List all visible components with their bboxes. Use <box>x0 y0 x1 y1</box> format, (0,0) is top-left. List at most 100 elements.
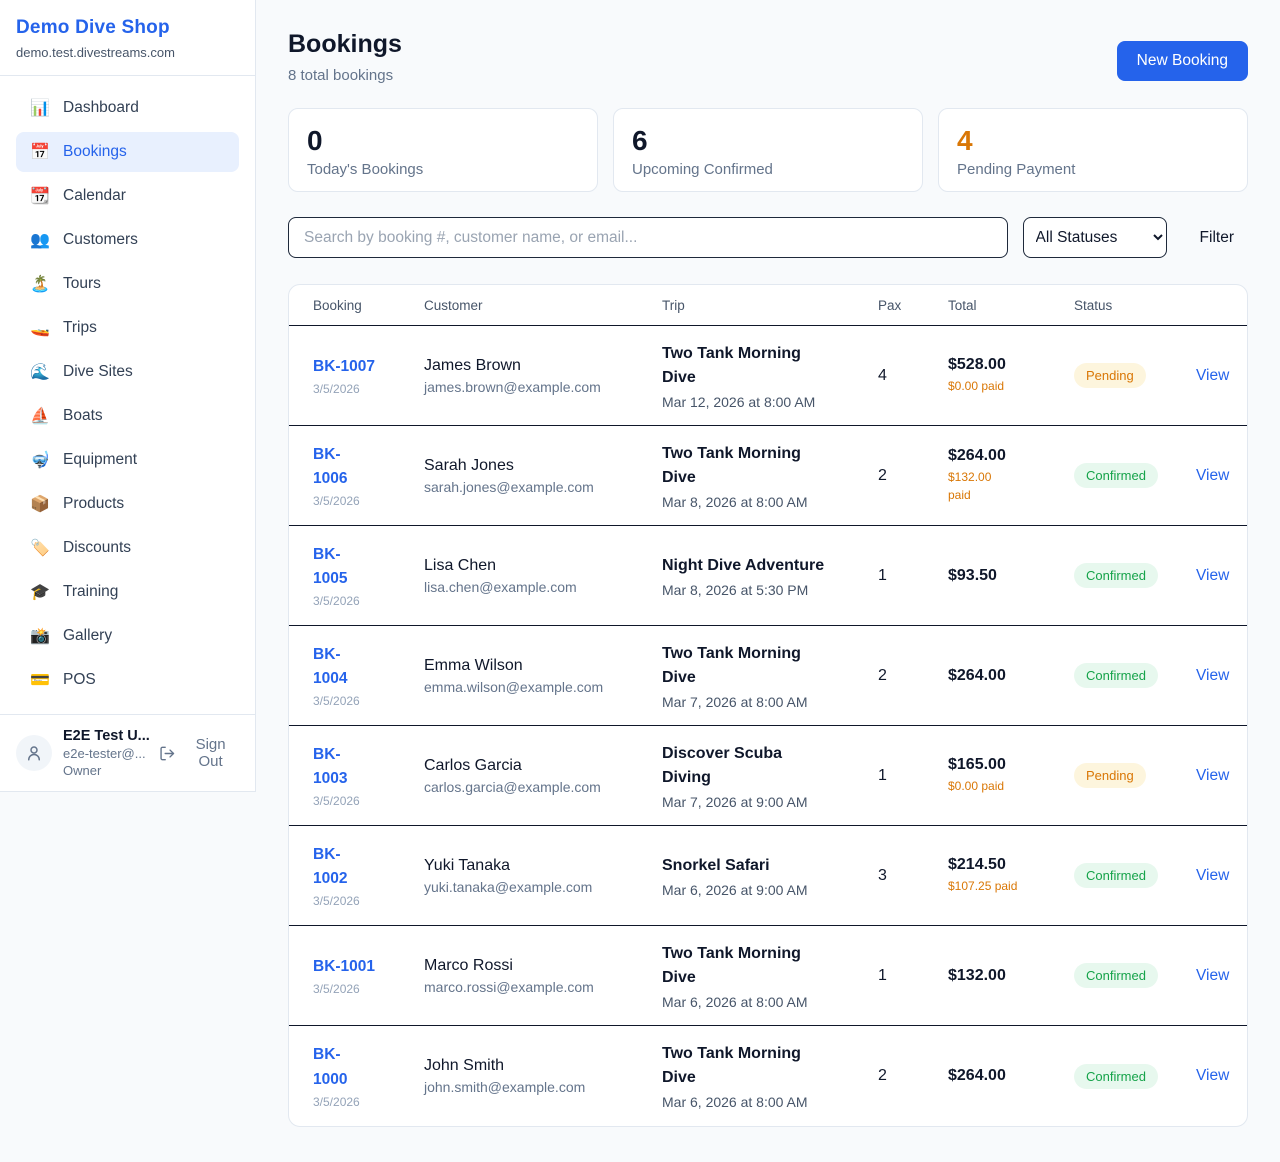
logout-icon <box>160 746 174 760</box>
sidebar-item-trips[interactable]: 🚤 Trips <box>16 308 239 348</box>
view-link[interactable]: View <box>1196 1067 1230 1084</box>
booking-id-link[interactable]: BK-1001 <box>313 957 376 975</box>
customer-cell: John Smith john.smith@example.com <box>400 1057 638 1095</box>
table-row: BK- 1002 3/5/2026 Yuki Tanaka yuki.tanak… <box>289 826 1247 926</box>
trip-cell: Night Dive Adventure Mar 8, 2026 at 5:30… <box>638 554 854 598</box>
status-cell: Pending <box>1050 763 1172 788</box>
stat-value: 0 <box>307 125 323 156</box>
status-badge: Confirmed <box>1074 963 1158 988</box>
trip-cell: Two Tank Morning Dive Mar 8, 2026 at 8:0… <box>638 442 854 510</box>
trips-icon: 🚤 <box>30 320 50 337</box>
table-header-row: Booking Customer Trip Pax Total Status <box>289 285 1247 326</box>
pos-icon: 💳 <box>30 672 50 689</box>
filter-button[interactable]: Filter <box>1199 228 1234 246</box>
column-header-status: Status <box>1074 297 1113 313</box>
sidebar-item-label: Bookings <box>63 143 127 160</box>
customer-email: sarah.jones@example.com <box>424 478 594 495</box>
booking-id-link[interactable]: BK- 1003 <box>313 745 348 787</box>
sidebar-item-boats[interactable]: ⛵ Boats <box>16 396 239 436</box>
view-link[interactable]: View <box>1196 366 1230 384</box>
search-input[interactable] <box>288 217 1008 258</box>
total-amount: $264.00 <box>948 666 1006 684</box>
sidebar-item-label: Boats <box>63 407 103 424</box>
customer-name: Lisa Chen <box>424 556 497 574</box>
table-row: BK- 1006 3/5/2026 Sarah Jones sarah.jone… <box>289 426 1247 526</box>
sidebar-item-discounts[interactable]: 🏷️ Discounts <box>16 528 239 568</box>
stat-value: 4 <box>957 125 973 156</box>
view-link[interactable]: View <box>1196 666 1230 684</box>
shop-name: Demo Dive Shop <box>16 17 170 38</box>
column-header-pax: Pax <box>878 297 902 313</box>
sidebar-item-products[interactable]: 📦 Products <box>16 484 239 524</box>
actions-cell: View <box>1172 367 1247 385</box>
booking-date: 3/5/2026 <box>313 1094 360 1109</box>
booking-id-link[interactable]: BK- 1002 <box>313 845 348 887</box>
trip-time: Mar 6, 2026 at 8:00 AM <box>662 993 808 1010</box>
booking-cell: BK- 1004 3/5/2026 <box>289 643 400 708</box>
sidebar-item-dashboard[interactable]: 📊 Dashboard <box>16 88 239 128</box>
bookings-table: Booking Customer Trip Pax Total Status B… <box>288 284 1248 1127</box>
status-cell: Pending <box>1050 363 1172 388</box>
trip-time: Mar 6, 2026 at 9:00 AM <box>662 881 808 898</box>
stat-card: 6 Upcoming Confirmed <box>613 108 923 192</box>
trip-name: Discover Scuba Diving <box>662 744 783 786</box>
filter-row: All Statuses Filter <box>288 217 1248 258</box>
customer-email: yuki.tanaka@example.com <box>424 878 593 895</box>
customer-cell: Marco Rossi marco.rossi@example.com <box>400 957 638 995</box>
sidebar-item-pos[interactable]: 💳 POS <box>16 660 239 700</box>
booking-id-link[interactable]: BK-1007 <box>313 357 376 375</box>
sidebar-item-bookings[interactable]: 📅 Bookings <box>16 132 239 172</box>
sidebar-item-label: Dashboard <box>63 99 139 116</box>
sidebar-item-label: Training <box>63 583 119 600</box>
view-link[interactable]: View <box>1196 866 1230 884</box>
sign-out-button[interactable]: Sign Out <box>159 736 239 770</box>
pax-cell: 1 <box>878 966 887 984</box>
status-badge: Pending <box>1074 763 1146 788</box>
booking-id-link[interactable]: BK- 1005 <box>313 545 348 587</box>
booking-date: 3/5/2026 <box>313 494 360 509</box>
column-header-total: Total <box>948 297 977 313</box>
view-link[interactable]: View <box>1196 566 1230 584</box>
stat-card: 4 Pending Payment <box>938 108 1248 192</box>
column-header-trip: Trip <box>662 297 685 313</box>
actions-cell: View <box>1172 967 1247 985</box>
booking-id-link[interactable]: BK- 1006 <box>313 445 348 487</box>
customer-cell: Sarah Jones sarah.jones@example.com <box>400 457 638 495</box>
user-info: E2E Test U... e2e-tester@... Owner <box>63 728 150 778</box>
sidebar-item-training[interactable]: 🎓 Training <box>16 572 239 612</box>
sidebar-item-customers[interactable]: 👥 Customers <box>16 220 239 260</box>
pax-cell: 2 <box>878 466 887 484</box>
total-amount: $93.50 <box>948 566 997 584</box>
customer-email: marco.rossi@example.com <box>424 978 594 995</box>
sidebar-item-calendar[interactable]: 📆 Calendar <box>16 176 239 216</box>
user-email: e2e-tester@... <box>63 746 146 761</box>
sidebar-item-gallery[interactable]: 📸 Gallery <box>16 616 239 656</box>
view-link[interactable]: View <box>1196 966 1230 984</box>
trip-cell: Two Tank Morning Dive Mar 7, 2026 at 8:0… <box>638 642 854 710</box>
trip-name: Snorkel Safari <box>662 856 770 874</box>
sidebar-item-label: Gallery <box>63 627 113 644</box>
new-booking-button[interactable]: New Booking <box>1116 41 1248 81</box>
view-link[interactable]: View <box>1196 766 1230 784</box>
booking-id-link[interactable]: BK- 1004 <box>313 645 348 687</box>
booking-cell: BK-1001 3/5/2026 <box>289 955 400 996</box>
discounts-icon: 🏷️ <box>30 540 50 557</box>
boats-icon: ⛵ <box>30 408 50 425</box>
status-filter-select[interactable]: All Statuses <box>1022 217 1167 258</box>
main-content: Bookings 8 total bookings New Booking 0 … <box>256 0 1280 1159</box>
booking-cell: BK- 1002 3/5/2026 <box>289 843 400 908</box>
sidebar-item-tours[interactable]: 🏝️ Tours <box>16 264 239 304</box>
customer-email: carlos.garcia@example.com <box>424 778 601 795</box>
gallery-icon: 📸 <box>30 628 50 645</box>
status-badge: Confirmed <box>1074 863 1158 888</box>
avatar <box>16 735 52 771</box>
status-cell: Confirmed <box>1050 563 1172 588</box>
sidebar-item-dive-sites[interactable]: 🌊 Dive Sites <box>16 352 239 392</box>
actions-cell: View <box>1172 1067 1247 1085</box>
stat-label: Today's Bookings <box>307 161 424 179</box>
pax-cell: 1 <box>878 566 887 584</box>
sidebar-item-equipment[interactable]: 🤿 Equipment <box>16 440 239 480</box>
view-link[interactable]: View <box>1196 466 1230 484</box>
total-amount: $165.00 <box>948 755 1006 773</box>
booking-id-link[interactable]: BK- 1000 <box>313 1046 348 1088</box>
